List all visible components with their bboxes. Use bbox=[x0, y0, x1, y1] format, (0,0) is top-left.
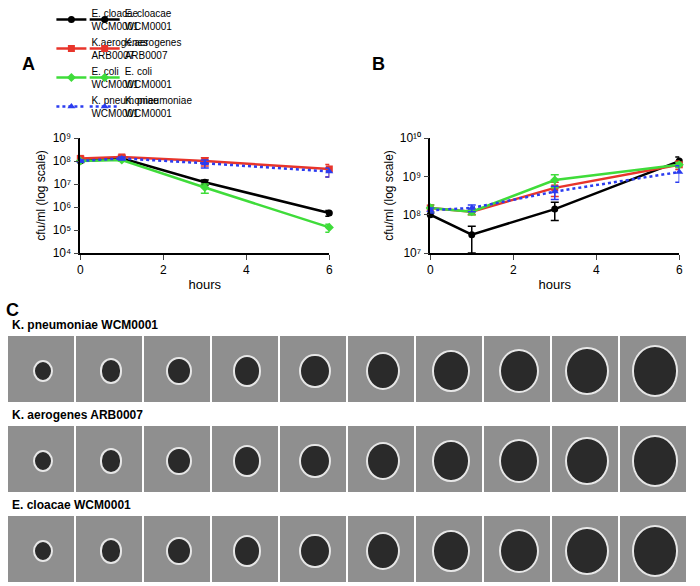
svg-text:4: 4 bbox=[243, 263, 250, 277]
svg-text:K.aerogenesARB0007: K.aerogenesARB0007 bbox=[125, 37, 182, 61]
svg-text:B: B bbox=[372, 54, 385, 74]
svg-text:10⁷: 10⁷ bbox=[53, 177, 71, 191]
svg-text:hours: hours bbox=[189, 277, 222, 292]
svg-text:cfu/ml (log scale): cfu/ml (log scale) bbox=[34, 150, 48, 241]
svg-text:hours: hours bbox=[538, 277, 571, 292]
svg-text:0: 0 bbox=[77, 263, 84, 277]
svg-text:E. coliWCM0001: E. coliWCM0001 bbox=[125, 66, 173, 90]
svg-text:10¹⁰: 10¹⁰ bbox=[400, 131, 421, 145]
svg-text:cfu/ml (log scale): cfu/ml (log scale) bbox=[382, 150, 396, 241]
svg-text:10⁸: 10⁸ bbox=[403, 208, 421, 222]
svg-text:4: 4 bbox=[593, 263, 600, 277]
svg-text:2: 2 bbox=[160, 263, 167, 277]
svg-text:10⁹: 10⁹ bbox=[53, 131, 72, 145]
svg-text:K. pneumoniaeWCM0001: K. pneumoniaeWCM0001 bbox=[125, 95, 193, 119]
svg-text:10⁸: 10⁸ bbox=[53, 154, 71, 168]
svg-text:10⁶: 10⁶ bbox=[53, 200, 71, 214]
svg-text:E. cloacaeWCM0001: E. cloacaeWCM0001 bbox=[125, 8, 173, 32]
svg-text:10⁴: 10⁴ bbox=[53, 246, 72, 260]
svg-text:10⁵: 10⁵ bbox=[53, 223, 71, 237]
svg-text:6: 6 bbox=[676, 263, 683, 277]
svg-text:0: 0 bbox=[427, 263, 434, 277]
svg-text:2: 2 bbox=[510, 263, 517, 277]
svg-text:6: 6 bbox=[326, 263, 333, 277]
svg-text:10⁷: 10⁷ bbox=[403, 246, 421, 260]
svg-text:A: A bbox=[22, 54, 35, 74]
svg-text:10⁹: 10⁹ bbox=[403, 170, 422, 184]
